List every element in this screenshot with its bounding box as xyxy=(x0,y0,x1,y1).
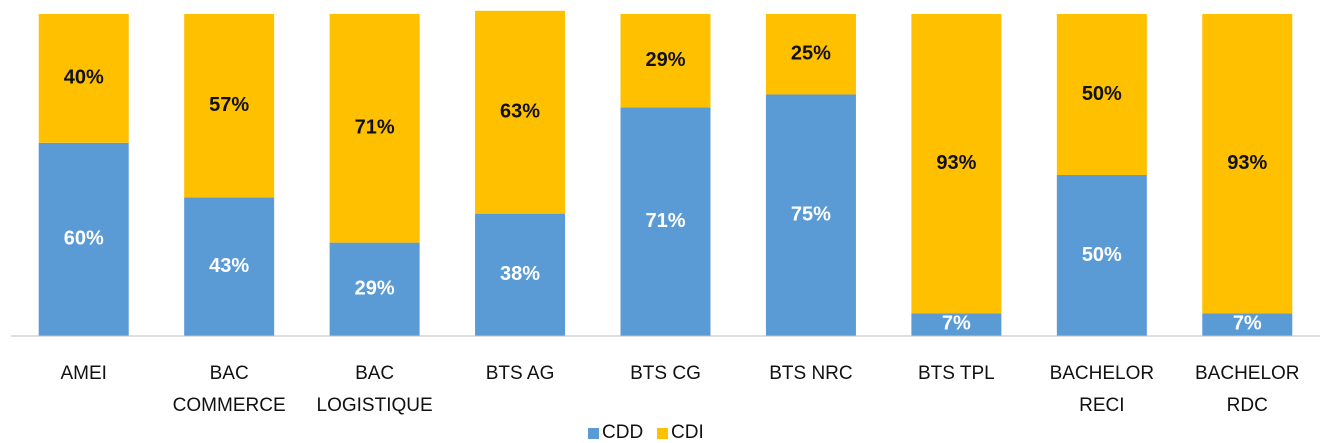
value-label: 43% xyxy=(209,255,249,277)
value-label: 57% xyxy=(209,94,249,116)
value-label: 60% xyxy=(64,228,104,250)
value-label: 29% xyxy=(355,278,395,300)
bar-segment xyxy=(911,313,1002,336)
value-label: 93% xyxy=(1227,152,1267,174)
bar-segment xyxy=(620,14,711,108)
x-tick-label: BTS NRC xyxy=(769,363,853,384)
value-label: 25% xyxy=(791,43,831,65)
bar-segment xyxy=(765,94,856,336)
bar-segment xyxy=(329,242,420,336)
x-tick-label: BAC LOGISTIQUE xyxy=(316,363,433,416)
bar-segment xyxy=(765,14,856,95)
x-tick-label: BTS CG xyxy=(630,363,701,384)
value-label: 71% xyxy=(355,117,395,139)
legend-label: CDI xyxy=(671,422,704,443)
legend-swatch xyxy=(657,428,668,439)
bar-segment xyxy=(184,14,275,198)
value-label: 40% xyxy=(64,67,104,89)
x-tick-label: BACHELOR RECI xyxy=(1049,363,1155,416)
value-label: 71% xyxy=(645,210,685,232)
bar-segment xyxy=(38,142,129,336)
bar-segment xyxy=(1056,175,1147,336)
value-label: 63% xyxy=(500,100,540,122)
legend-label: CDD xyxy=(602,422,644,443)
bar-segment xyxy=(475,10,566,214)
bar-segment xyxy=(475,213,566,336)
bar-segment xyxy=(184,197,275,336)
value-label: 93% xyxy=(936,152,976,174)
bar-segment xyxy=(620,107,711,336)
legend-swatch xyxy=(588,428,599,439)
bar-segment xyxy=(329,14,420,243)
value-label: 50% xyxy=(1082,83,1122,105)
value-label: 38% xyxy=(500,263,540,285)
value-label: 75% xyxy=(791,204,831,226)
value-label: 50% xyxy=(1082,244,1122,266)
bar-segment xyxy=(1202,14,1293,314)
x-tick-label: AMEI xyxy=(60,363,107,384)
value-label: 29% xyxy=(645,49,685,71)
x-tick-label: BTS TPL xyxy=(918,363,995,384)
x-tick-label: BAC COMMERCE xyxy=(172,363,286,416)
x-tick-label: BTS AG xyxy=(485,363,555,384)
bar-segment xyxy=(1056,14,1147,175)
bar-segment xyxy=(1202,313,1293,336)
value-label: 7% xyxy=(1233,312,1262,334)
x-tick-label: BACHELOR RDC xyxy=(1195,363,1300,416)
bar-segment xyxy=(911,14,1002,314)
value-label: 7% xyxy=(942,312,971,334)
bar-segment xyxy=(38,14,129,143)
